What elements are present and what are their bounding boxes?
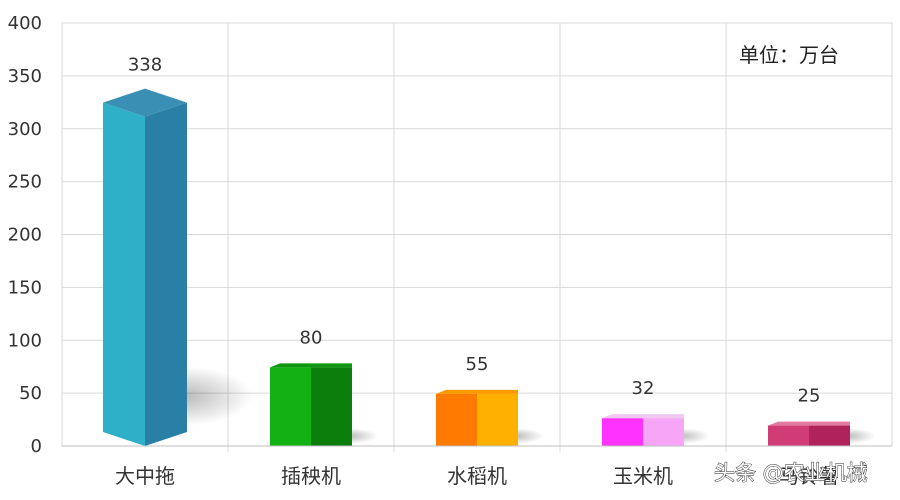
y-tick-label: 100 [8,330,42,351]
x-tick-label: 马铃薯 [779,464,839,488]
bar-face-right [145,102,187,446]
x-axis: 大中拖 插秧机 水稻机 玉米机 马铃薯 [62,445,892,488]
data-label: 55 [466,354,489,375]
y-tick-label: 50 [19,383,42,404]
bar-top [768,421,850,426]
x-tick-label: 水稻机 [447,464,507,488]
bar-top [602,414,684,419]
bar-top [270,363,352,368]
bar-face-side [311,367,352,446]
bar-face-side [809,425,850,446]
y-tick-label: 300 [8,119,42,140]
y-tick-label: 350 [8,66,42,87]
unit-label: 单位：万台 [739,43,839,67]
data-label: 338 [128,55,162,76]
bar-top [103,88,187,117]
y-tick-label: 0 [31,436,42,457]
data-label: 32 [632,378,655,399]
y-axis: 0 50 100 150 200 250 300 350 400 [8,13,42,457]
watermark: 头条 @农业机械 [714,461,868,485]
data-label: 80 [300,327,323,348]
bar-face-side [477,393,518,446]
bar-face-front [436,393,477,446]
y-tick-label: 400 [8,13,42,34]
bar-top [436,389,518,394]
x-tick-label: 大中拖 [115,464,175,488]
bar-face-front [270,367,311,446]
bar: 32 [602,378,710,446]
bar: 55 [436,354,544,446]
bar: 338 [103,55,253,446]
bar-face-front [602,418,643,446]
bar-face-left [103,102,145,446]
bar: 25 [768,386,876,446]
bars: 338 80 55 32 25 [103,55,876,446]
y-tick-label: 250 [8,172,42,193]
bar-face-side [643,418,684,446]
y-tick-label: 200 [8,225,42,246]
data-label: 25 [798,386,821,407]
x-tick-label: 玉米机 [613,464,673,488]
bar-face-front [768,425,809,446]
y-tick-label: 150 [8,277,42,298]
x-tick-label: 插秧机 [281,464,341,488]
bar: 80 [270,327,378,446]
